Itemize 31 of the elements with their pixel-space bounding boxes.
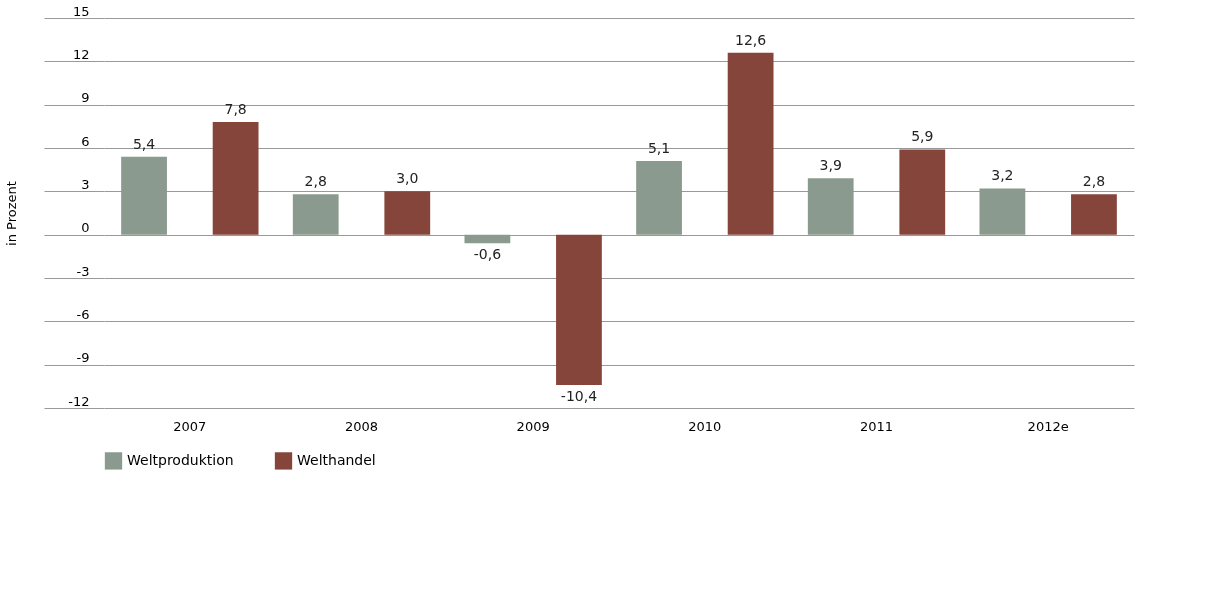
data-label: 2,8 — [304, 173, 327, 190]
y-tick-label: -6 — [76, 306, 90, 322]
y-tick-label: -9 — [76, 350, 90, 366]
y-tick-label: 9 — [81, 90, 90, 106]
data-label: 3,9 — [819, 157, 842, 174]
data-label: 7,8 — [224, 101, 247, 117]
x-tick-label: 2008 — [344, 418, 379, 434]
y-tick-label: 12 — [72, 46, 90, 62]
data-label: -10,4 — [560, 387, 598, 404]
data-label: 3,2 — [991, 167, 1014, 184]
legend-label: Weltproduktion — [127, 451, 234, 468]
data-label: -0,6 — [473, 246, 502, 263]
x-tick-label: 2009 — [516, 418, 550, 434]
data-label: 5,9 — [911, 128, 934, 145]
y-tick-label: -12 — [68, 393, 90, 409]
data-label: 2,8 — [1082, 173, 1106, 190]
y-tick-label: 15 — [72, 3, 90, 19]
data-label: 5,4 — [132, 135, 156, 152]
legend-label: Welthandel — [297, 451, 376, 468]
data-label: 12,6 — [735, 31, 767, 48]
y-tick-label: 6 — [81, 133, 90, 149]
y-axis-title: in Prozent — [4, 181, 19, 246]
x-tick-label: 2010 — [688, 418, 722, 434]
x-tick-label: 2012e — [1027, 418, 1069, 434]
data-label: 5,1 — [647, 140, 671, 156]
data-label: 3,0 — [396, 170, 419, 187]
y-tick-label: 3 — [81, 176, 90, 192]
y-tick-label: 0 — [81, 220, 90, 236]
y-tick-label: -3 — [76, 263, 90, 279]
x-tick-label: 2007 — [173, 418, 207, 434]
x-tick-label: 2011 — [859, 418, 894, 434]
